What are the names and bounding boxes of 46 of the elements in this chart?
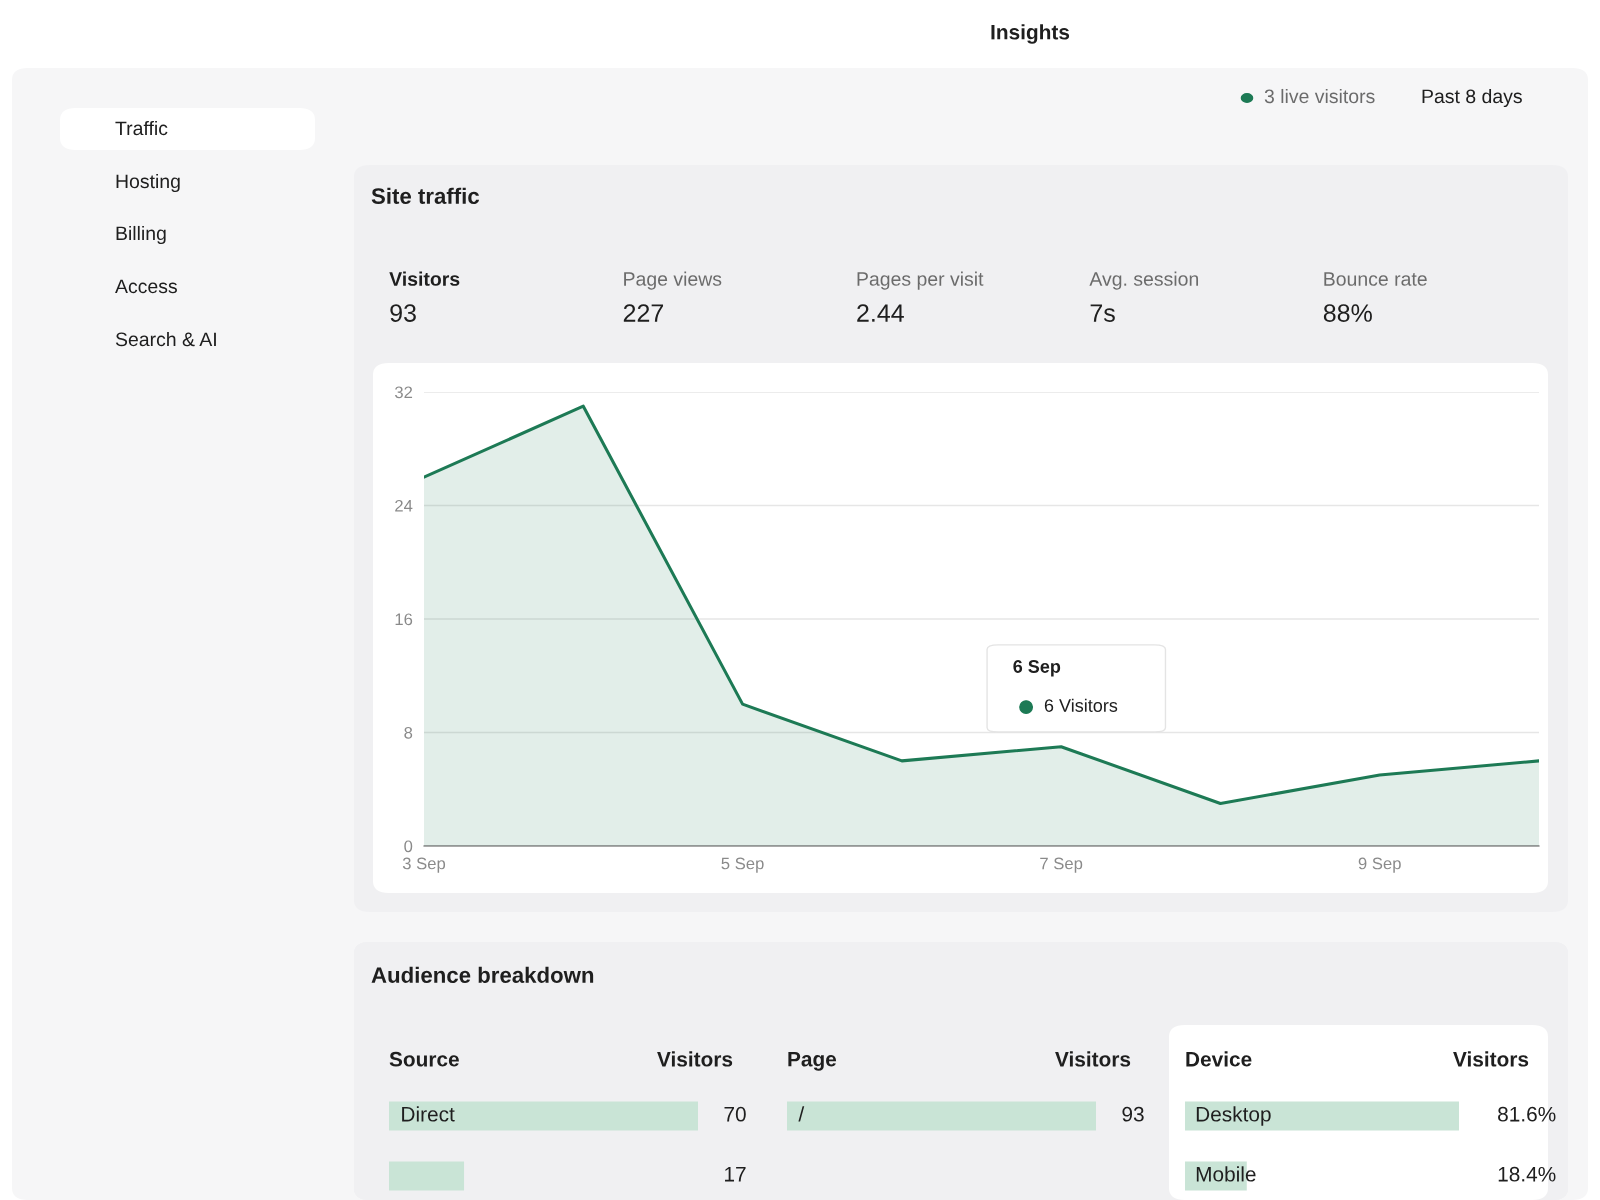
text: 93 [390,304,416,322]
y-tick-label: Direct [402,1106,455,1122]
y-tick-label: 8 [404,726,413,739]
text: Traffic [115,120,168,136]
text: Search & AI [115,331,216,347]
y-axis-title: Source [389,1051,459,1067]
category-label: Page views [624,271,722,290]
x-axis-title: Visitors [1055,1051,1131,1067]
category-label: Avg. session [1089,271,1199,290]
data-label: 17 [725,1167,746,1182]
y-axis-title: Device [1186,1051,1252,1067]
y-tick-label: 24 [395,499,413,512]
category-label: Bounce rate [1324,272,1427,286]
text: Hosting [116,173,180,193]
y-tick-label: Desktop [1196,1106,1271,1126]
text: 3 live visitors [1264,88,1375,104]
y-axis-title: Page [788,1051,837,1071]
text: 88% [1323,304,1372,322]
category-label: Visitors [389,271,460,286]
y-tick-label: Mobile [1196,1166,1256,1182]
x-axis-title: Visitors [657,1051,733,1067]
y-tick-label: 0 [404,840,413,853]
text: 227 [623,304,664,322]
category-label: Pages per visit [857,271,984,290]
data-label: 93 [1122,1106,1144,1122]
text: 2.44 [857,304,904,322]
y-tick-label: / [798,1106,805,1122]
y-tick-label: 32 [394,386,413,399]
chart-title: Site traffic [371,187,480,204]
text: 7s [1090,304,1115,322]
data-label: 81.6% [1498,1106,1556,1122]
text: Past 8 days [1422,88,1522,108]
data-label: 18.4% [1498,1166,1556,1182]
y-tick-label: 16 [395,613,413,626]
text: Access [115,279,177,294]
data-label: 70 [724,1106,746,1122]
x-tick-label: 7 Sep [1040,857,1083,873]
annotation: 6 Visitors [1044,698,1118,712]
text: Audience breakdown [371,966,594,983]
x-tick-label: 5 Sep [721,857,764,873]
x-tick-label: 9 Sep [1358,857,1401,873]
text: Insights [991,24,1070,44]
x-tick-label: 3 Sep [402,857,446,873]
text: Billing [116,225,166,245]
x-axis-title: Visitors [1453,1051,1529,1067]
annotation: 6 Sep [1013,660,1061,677]
